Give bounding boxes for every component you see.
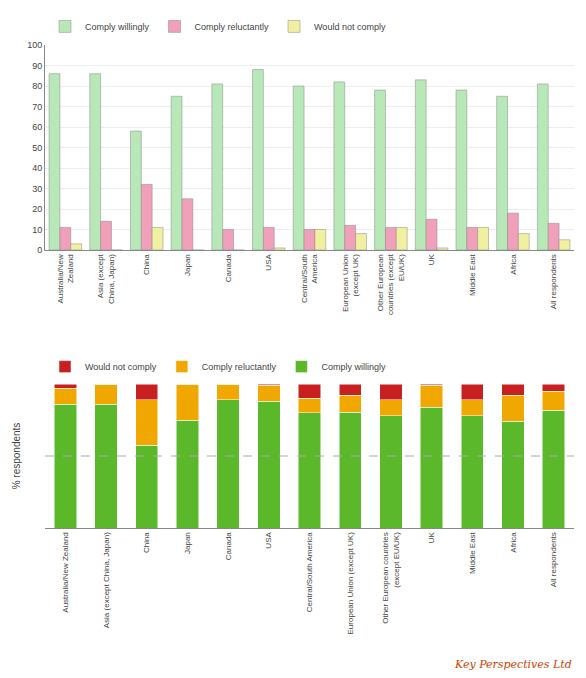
- svg-text:50: 50: [32, 143, 42, 153]
- svg-text:Comply reluctantly: Comply reluctantly: [202, 362, 277, 372]
- svg-text:0: 0: [37, 245, 42, 255]
- svg-text:All respondents: All respondents: [549, 254, 558, 309]
- svg-text:European Union (except UK): European Union (except UK): [346, 532, 355, 635]
- svg-text:100: 100: [27, 40, 42, 50]
- svg-text:European Union(except UK): European Union(except UK): [341, 254, 360, 312]
- svg-text:Key Perspectives Ltd: Key Perspectives Ltd: [454, 658, 572, 671]
- svg-text:% respondents: % respondents: [11, 423, 22, 490]
- svg-text:Central/South America: Central/South America: [305, 532, 314, 613]
- svg-text:Australia/NewZealand: Australia/NewZealand: [56, 254, 75, 304]
- svg-text:Middle East: Middle East: [468, 253, 477, 296]
- svg-text:Central/SouthAmerica: Central/SouthAmerica: [300, 254, 319, 303]
- svg-text:UK: UK: [427, 532, 436, 544]
- svg-text:70: 70: [32, 102, 42, 112]
- svg-text:China: China: [142, 532, 151, 553]
- svg-text:10: 10: [32, 225, 42, 235]
- svg-text:Would not comply: Would not comply: [314, 22, 386, 32]
- svg-text:Other European countries(excep: Other European countries(except EU/UK): [381, 532, 400, 624]
- svg-text:80: 80: [32, 81, 42, 91]
- svg-text:USA: USA: [264, 532, 273, 549]
- svg-text:Comply reluctantly: Comply reluctantly: [195, 22, 270, 32]
- svg-text:Australia/New Zealand: Australia/New Zealand: [61, 532, 70, 612]
- svg-text:Canada: Canada: [224, 532, 233, 561]
- svg-text:Japan: Japan: [183, 254, 192, 276]
- svg-text:60: 60: [32, 122, 42, 132]
- svg-text:USA: USA: [264, 254, 273, 271]
- svg-text:Japan: Japan: [183, 532, 192, 554]
- svg-text:30: 30: [32, 184, 42, 194]
- svg-text:Africa: Africa: [509, 254, 518, 275]
- svg-text:UK: UK: [427, 254, 436, 266]
- svg-text:Canada: Canada: [224, 254, 233, 283]
- svg-text:90: 90: [32, 61, 42, 71]
- svg-text:China: China: [142, 254, 151, 275]
- svg-text:40: 40: [32, 163, 42, 173]
- svg-text:Africa: Africa: [509, 532, 518, 553]
- svg-text:All respondents: All respondents: [549, 532, 558, 587]
- svg-text:Asia (exceptChina, Japan): Asia (exceptChina, Japan): [96, 253, 115, 304]
- svg-text:Comply willingly: Comply willingly: [85, 22, 150, 32]
- svg-text:Middle East: Middle East: [468, 531, 477, 574]
- svg-text:Other Europeancountries (excep: Other Europeancountries (exceptEU/UK): [376, 253, 406, 315]
- svg-text:Asia (except China, Japan): Asia (except China, Japan): [102, 532, 111, 628]
- svg-text:Would not comply: Would not comply: [85, 362, 157, 372]
- svg-text:20: 20: [32, 204, 42, 214]
- svg-text:Comply willingly: Comply willingly: [321, 362, 386, 372]
